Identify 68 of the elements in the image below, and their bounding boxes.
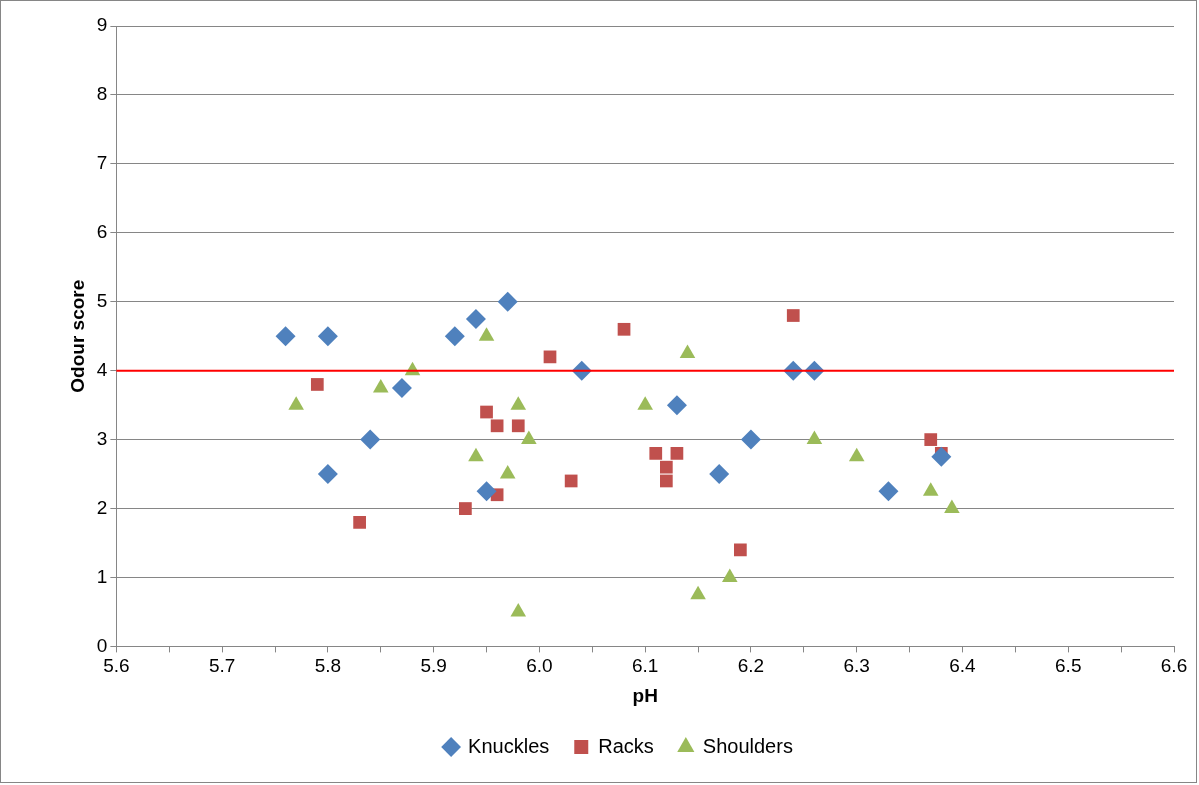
point [659, 474, 673, 488]
point [317, 326, 338, 347]
x-tick-label: 6.5 [1055, 655, 1082, 677]
point [666, 395, 687, 416]
x-tick-label: 6.3 [843, 655, 870, 677]
y-tick-label: 6 [96, 221, 108, 243]
y-tick-label: 9 [96, 14, 108, 36]
y-tick-label: 4 [96, 358, 108, 380]
point [722, 568, 738, 582]
point [709, 464, 730, 485]
point [878, 481, 899, 502]
point [459, 502, 472, 515]
x-tick-label: 6.4 [949, 655, 977, 677]
point [444, 326, 465, 347]
point [510, 602, 527, 617]
point [360, 429, 381, 450]
y-tick-label: 7 [96, 152, 108, 174]
point [637, 396, 653, 410]
point [317, 464, 338, 485]
x-tick-label: 6.6 [1160, 655, 1188, 677]
x-tick-label: 6.2 [737, 655, 765, 677]
point [944, 499, 960, 514]
point [476, 481, 497, 502]
point [670, 447, 684, 460]
point [521, 430, 537, 445]
x-tick-label: 6.1 [631, 655, 659, 677]
y-tick-label: 5 [96, 289, 108, 311]
legend-label: Racks [598, 734, 654, 757]
y-tick-label: 8 [96, 83, 108, 105]
point [480, 405, 493, 419]
x-tick-label: 5.6 [103, 655, 130, 677]
point [353, 515, 366, 529]
point [806, 430, 823, 445]
point [288, 396, 304, 410]
point [510, 396, 527, 410]
point [310, 378, 324, 391]
point [511, 419, 525, 433]
point [490, 419, 504, 433]
y-tick-label: 0 [96, 634, 108, 656]
point [690, 585, 706, 600]
point [465, 308, 486, 329]
x-tick-label: 5.9 [420, 655, 447, 677]
point [740, 429, 761, 450]
point [659, 460, 673, 474]
point [564, 474, 578, 488]
point [497, 291, 518, 312]
point [922, 482, 939, 496]
point [649, 447, 663, 460]
x-tick-label: 6.0 [526, 655, 553, 677]
x-tick-label: 5.7 [208, 655, 236, 677]
point [931, 446, 952, 467]
point [499, 465, 516, 479]
legend-label: Knuckles [468, 734, 550, 757]
legend-label: Shoulders [702, 734, 793, 757]
x-axis-title: pH [632, 684, 658, 706]
point [786, 309, 800, 322]
point [617, 322, 631, 336]
point [275, 326, 296, 347]
point [924, 433, 938, 446]
y-tick-label: 3 [96, 427, 108, 449]
point [468, 447, 484, 462]
y-tick-label: 1 [96, 565, 108, 587]
y-axis-title: Odour score [66, 279, 88, 393]
point [848, 447, 865, 462]
y-tick-label: 2 [96, 496, 108, 518]
x-tick-label: 5.8 [314, 655, 342, 677]
point [734, 543, 747, 557]
point [391, 377, 412, 398]
